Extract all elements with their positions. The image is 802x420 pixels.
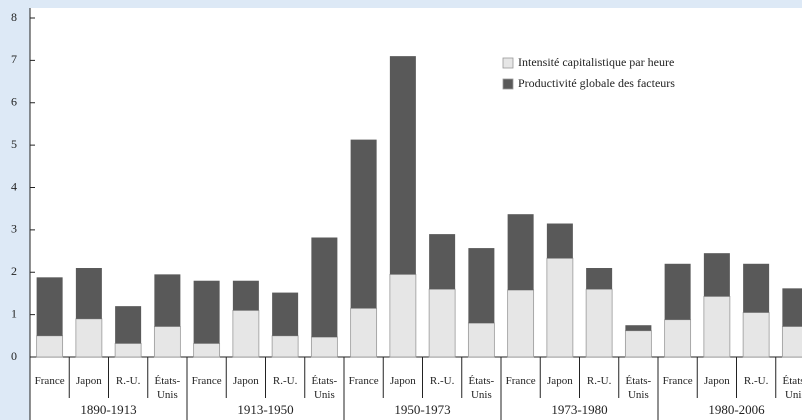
x-tick-label: États-Unis [625, 375, 652, 401]
group-label: 1890-1913 [80, 402, 137, 417]
bar-segment [311, 237, 338, 338]
bar-segment [781, 326, 802, 358]
bar-segment [742, 312, 770, 358]
bar-segment [271, 335, 299, 358]
legend-label: Intensité capitalistique par heure [518, 55, 674, 69]
y-tick-label: 5 [11, 137, 17, 151]
bar-segment [154, 274, 181, 327]
bar-segment [153, 326, 181, 358]
x-tick-label: R.-U. [272, 375, 298, 387]
legend-swatch [502, 57, 514, 69]
legend-label: Productivité globale des facteurs [518, 76, 675, 90]
bar-segment [585, 288, 613, 358]
x-tick-label: R.-U. [429, 375, 455, 387]
bar-segment [703, 253, 730, 297]
bar-segment [350, 307, 378, 358]
bar-segment [232, 309, 260, 358]
bar-segment [782, 288, 802, 327]
y-tick-label: 8 [11, 10, 17, 24]
bar-segment [703, 296, 731, 358]
y-tick-label: 1 [11, 306, 17, 320]
y-tick-label: 3 [11, 222, 17, 236]
bar-segment [115, 306, 142, 344]
bar-segment [507, 289, 535, 358]
bar-segment [350, 139, 377, 309]
y-tick-label: 4 [11, 179, 17, 193]
bar-segment [743, 263, 770, 313]
bar-segment [310, 336, 338, 358]
group-label: 1913-1950 [237, 402, 294, 417]
bar-segment [272, 292, 299, 336]
bar-segment [664, 319, 692, 358]
x-tick-label: États-Unis [782, 375, 802, 401]
bar-segment [232, 280, 259, 311]
x-tick-label: Japon [704, 375, 730, 387]
bar-segment [625, 325, 652, 331]
y-tick-label: 0 [11, 349, 17, 363]
bar-segment [468, 248, 495, 324]
bar-segment [546, 223, 573, 259]
x-tick-label: R.-U. [743, 375, 769, 387]
bar-segment [75, 318, 103, 358]
x-tick-label: États-Unis [154, 375, 181, 401]
x-tick-label: R.-U. [115, 375, 141, 387]
bar-segment [36, 335, 64, 358]
bar-segment [75, 268, 102, 319]
plot-background [30, 8, 802, 420]
bar-segment [193, 343, 221, 358]
bar-segment [389, 56, 416, 275]
bar-segment [428, 288, 456, 358]
x-tick-label: Japon [547, 375, 573, 387]
y-tick-label: 2 [11, 264, 17, 278]
x-tick-label: France [505, 375, 536, 387]
x-tick-label: Japon [76, 375, 102, 387]
x-tick-label: États-Unis [311, 375, 338, 401]
legend-swatch [502, 78, 514, 90]
x-tick-label: France [662, 375, 693, 387]
bar-segment [389, 273, 417, 358]
bar-segment [193, 280, 220, 344]
y-tick-label: 7 [11, 52, 17, 66]
bar-segment [429, 234, 456, 290]
bar-segment [507, 214, 534, 291]
x-tick-label: Japon [233, 375, 259, 387]
bar-segment [546, 257, 574, 358]
bar-segment [624, 330, 652, 358]
group-label: 1950-1973 [394, 402, 451, 417]
x-tick-label: France [348, 375, 379, 387]
bar-segment [664, 263, 691, 320]
bar-segment [114, 343, 142, 358]
bar-segment [586, 268, 613, 290]
x-tick-label: États-Unis [468, 375, 495, 401]
group-label: 1973-1980 [551, 402, 608, 417]
x-tick-label: R.-U. [586, 375, 612, 387]
bar-segment [467, 322, 495, 358]
x-tick-label: Japon [390, 375, 416, 387]
bar-segment [36, 277, 63, 336]
y-tick-label: 6 [11, 95, 17, 109]
group-label: 1980-2006 [708, 402, 765, 417]
x-tick-label: France [191, 375, 222, 387]
x-tick-label: France [34, 375, 65, 387]
